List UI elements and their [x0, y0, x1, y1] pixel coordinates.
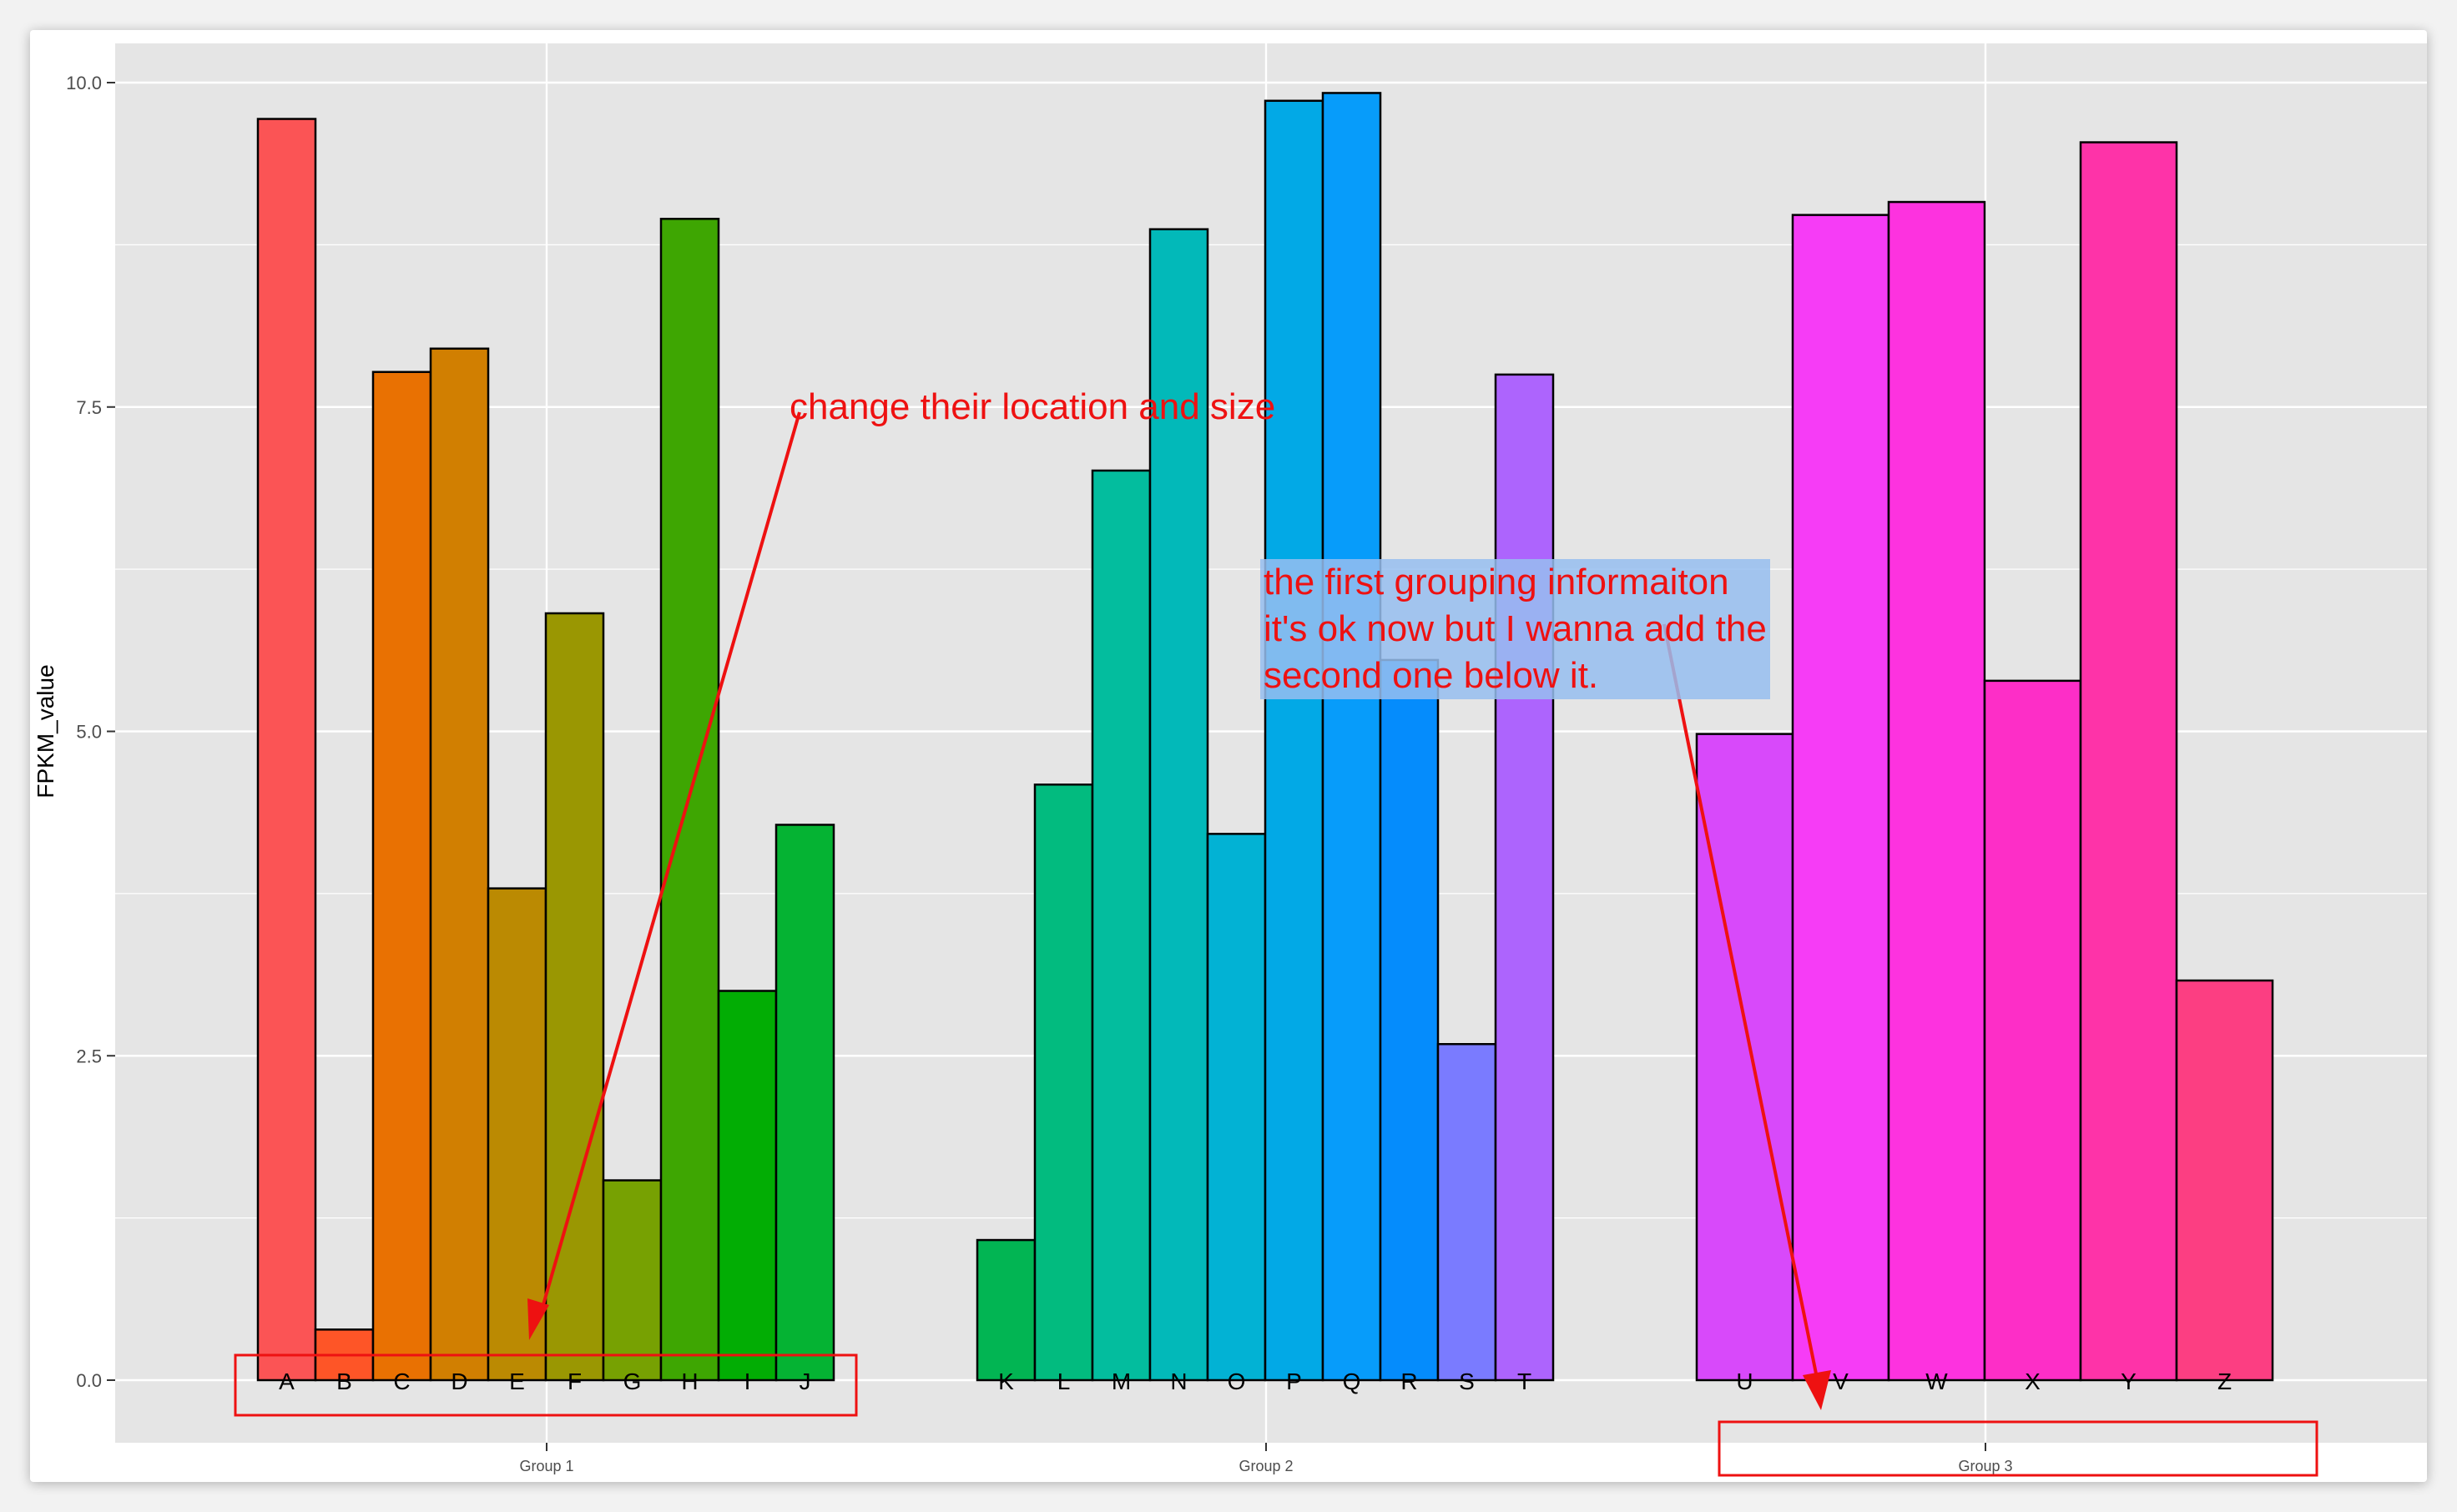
y-tick-label: 10.0 [66, 73, 102, 93]
group-label: Group 3 [1958, 1458, 2012, 1474]
category-label: S [1459, 1368, 1475, 1394]
annotation-change-location: change their location and size [790, 386, 1276, 427]
annotation-arrow-1 [539, 411, 801, 1314]
annotation-line: the first grouping informaiton [1264, 562, 1729, 602]
category-label: C [393, 1368, 410, 1394]
arrow-head [527, 1298, 549, 1340]
bar [429, 347, 490, 1382]
bar [1983, 679, 2082, 1382]
y-axis-title: FPKM_value [33, 664, 58, 798]
bar [774, 824, 835, 1382]
bar [1091, 469, 1152, 1382]
category-label: U [1736, 1368, 1753, 1394]
bar [602, 1179, 663, 1382]
bar [256, 118, 317, 1382]
y-tick-label: 2.5 [76, 1046, 102, 1066]
annotation-grouping-note: the first grouping informaiton it's ok n… [1260, 559, 1770, 699]
category-label: B [336, 1368, 352, 1394]
bar [1494, 373, 1555, 1382]
bar [2175, 979, 2274, 1382]
y-tick-label: 7.5 [76, 397, 102, 418]
category-label: V [1833, 1368, 1849, 1394]
annotation-line: second one below it. [1264, 655, 1599, 696]
y-tick-label: 5.0 [76, 722, 102, 743]
category-label: P [1286, 1368, 1302, 1394]
bar [1321, 92, 1382, 1382]
bar [1264, 99, 1324, 1382]
bar [1148, 228, 1209, 1382]
annotation-arrow-2 [1662, 623, 1819, 1383]
bar [371, 370, 432, 1382]
category-label: M [1112, 1368, 1131, 1394]
category-label: Z [2217, 1368, 2232, 1394]
category-label: D [451, 1368, 467, 1394]
category-label: T [1517, 1368, 1531, 1394]
category-label: R [1400, 1368, 1417, 1394]
bar [976, 1238, 1037, 1382]
category-label: N [1170, 1368, 1187, 1394]
category-label: H [681, 1368, 698, 1394]
category-label: Y [2121, 1368, 2137, 1394]
category-label: L [1057, 1368, 1071, 1394]
annotation-line: it's ok now but I wanna add the [1264, 608, 1767, 649]
y-tick-label: 0.0 [76, 1370, 102, 1391]
category-label: O [1228, 1368, 1246, 1394]
bar [1206, 833, 1267, 1382]
category-label: Q [1343, 1368, 1361, 1394]
category-label: K [998, 1368, 1014, 1394]
category-label: J [800, 1368, 811, 1394]
highlight-box-group1 [234, 1353, 858, 1417]
highlight-box-group3 [1718, 1420, 2318, 1477]
screenshot-frame: 0.0 2.5 5.0 7.5 10.0 FPKM_value A B C D E F G H I J Grou… [30, 30, 2427, 1482]
bar [1033, 784, 1094, 1382]
bar [544, 612, 605, 1382]
group-label: Group 1 [519, 1458, 573, 1474]
group-label: Group 2 [1239, 1458, 1293, 1474]
bar [717, 990, 778, 1382]
bar [1436, 1043, 1497, 1382]
category-label: A [279, 1368, 295, 1394]
bar [1379, 658, 1440, 1382]
bar [1887, 200, 1986, 1382]
arrow-head [1803, 1370, 1831, 1410]
category-label: F [568, 1368, 582, 1394]
category-label: X [2025, 1368, 2041, 1394]
bar [1791, 214, 1890, 1382]
category-label: I [744, 1368, 751, 1394]
bar [2079, 141, 2178, 1382]
bar [487, 887, 547, 1382]
bar-chart: 0.0 2.5 5.0 7.5 10.0 FPKM_value A B C D E F G H I J Grou… [33, 43, 2427, 1477]
category-label: G [623, 1368, 642, 1394]
category-label: W [1925, 1368, 1948, 1394]
bar [1695, 733, 1794, 1382]
category-label: E [509, 1368, 525, 1394]
